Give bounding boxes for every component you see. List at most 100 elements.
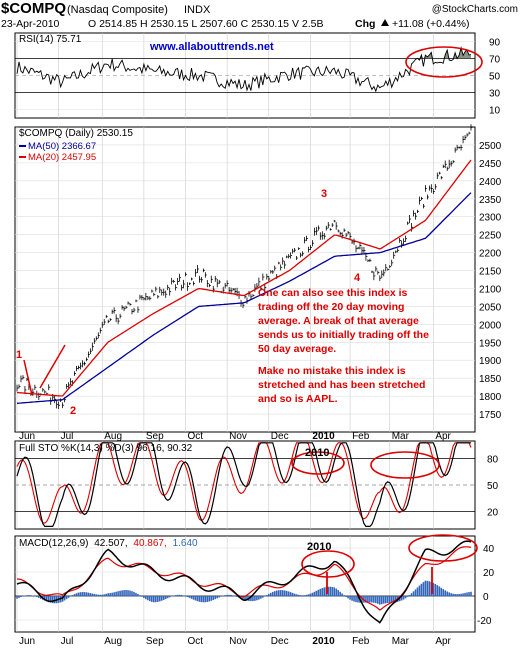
macd-histogram-bar	[67, 596, 70, 598]
macd-histogram-bar	[89, 593, 92, 597]
macd-histogram-bar	[438, 586, 441, 597]
macd-histogram-bar	[131, 591, 133, 597]
price-x-label: Nov	[229, 431, 247, 442]
price-tick-label: 2300	[479, 213, 502, 224]
source-label: @StockCharts.com	[432, 4, 518, 15]
annotation-2-line-3: and so is AAPL.	[258, 393, 338, 405]
macd-histogram-bar	[275, 590, 278, 597]
wave-line-a	[23, 359, 33, 396]
macd-histogram-bar	[299, 595, 302, 597]
price-x-label: Apr	[435, 431, 451, 442]
macd-histogram-bar	[444, 590, 447, 597]
macd-histogram-bar	[293, 593, 296, 597]
macd-value-1: 42.507,	[94, 538, 127, 549]
macd-histogram-bar	[143, 596, 145, 599]
macd-histogram-bar	[252, 596, 254, 602]
price-tick-label: 2050	[479, 302, 502, 313]
macd-histogram-bar	[442, 589, 445, 597]
macd-histogram-bar	[121, 590, 123, 597]
macd-histogram-bar	[345, 596, 347, 597]
macd-histogram-bar	[151, 596, 153, 602]
macd-histogram-bar	[335, 588, 337, 597]
macd-histogram-bar	[79, 592, 82, 597]
macd-histogram-bar	[414, 589, 417, 597]
rsi-label: RSI(14) 75.71	[19, 34, 82, 45]
up-triangle-icon	[381, 19, 389, 26]
macd-histogram-bar	[307, 594, 310, 597]
macd-histogram-bar	[182, 595, 185, 597]
price-x-label: Dec	[271, 431, 289, 442]
price-x-label: Oct	[188, 431, 204, 442]
macd-histogram-bar	[464, 592, 466, 597]
macd-histogram-bar	[91, 593, 94, 597]
annotation-1-line-2: trading off the 20 day moving	[258, 301, 404, 313]
macd-panel-frame	[14, 535, 476, 633]
macd-histogram-bar	[357, 596, 359, 603]
macd-histogram-bar	[226, 594, 228, 597]
sto-highlight-ellipse-2	[370, 451, 440, 479]
change-label: Chg	[355, 18, 375, 30]
macd-histogram-bar	[141, 596, 143, 597]
macd-histogram-bar	[432, 582, 435, 597]
macd-histogram-bar	[206, 596, 209, 602]
macd-histogram-bar	[454, 594, 456, 597]
macd-histogram-bar	[323, 587, 326, 597]
macd-histogram-bar	[466, 592, 468, 597]
macd-histogram-bar	[154, 596, 157, 603]
bottom-x-label: Mar	[392, 636, 410, 647]
macd-histogram-bar	[47, 596, 50, 603]
macd-histogram-bar	[115, 591, 117, 597]
macd-histogram-bar	[355, 596, 357, 603]
macd-histogram-bar	[224, 595, 226, 597]
macd-histogram-bar	[458, 594, 460, 597]
macd-histogram-bar	[440, 587, 443, 597]
macd-histogram-bar	[186, 596, 189, 598]
macd-histogram-bar	[220, 596, 223, 597]
macd-histogram-bar	[240, 596, 242, 599]
macd-histogram-bar	[81, 592, 84, 597]
macd-histogram-bar	[361, 596, 363, 603]
macd-histogram-bar	[365, 596, 367, 603]
price-tick-label: 1800	[479, 392, 502, 403]
macd-year-label: 2010	[307, 541, 331, 553]
macd-histogram-bar	[105, 593, 108, 597]
macd-histogram-bar	[228, 594, 230, 597]
macd-histogram-bar	[450, 593, 452, 597]
date-label: 23-Apr-2010	[1, 18, 60, 30]
macd-histogram-bar	[295, 594, 298, 597]
macd-histogram-bar	[448, 592, 450, 597]
macd-histogram-bar	[333, 587, 336, 597]
macd-histogram-bar	[87, 592, 90, 597]
macd-histogram-bar	[319, 588, 322, 597]
rsi-tick-label: 90	[489, 38, 501, 49]
bottom-x-label: Dec	[271, 636, 289, 647]
symbol-title: $COMPQ	[1, 0, 66, 17]
price-x-label: Jun	[19, 431, 35, 442]
price-x-label: Aug	[104, 431, 122, 442]
price-x-label: Sep	[146, 431, 164, 442]
macd-histogram-bar	[137, 593, 139, 597]
macd-histogram-bar	[400, 596, 403, 601]
macd-histogram-bar	[113, 592, 115, 597]
rsi-highlight-ellipse	[405, 46, 483, 78]
macd-histogram-bar	[246, 596, 248, 601]
macd-highlight-ellipse-1	[301, 550, 355, 578]
macd-histogram-bar	[264, 596, 266, 597]
macd-histogram-bar	[192, 596, 195, 600]
quote-line: O 2514.85 H 2530.15 L 2507.60 C 2530.15 …	[88, 18, 323, 30]
macd-histogram-bar	[410, 593, 413, 597]
macd-histogram-bar	[127, 590, 129, 597]
macd-histogram-bar	[375, 596, 377, 604]
macd-histogram-bar	[331, 586, 334, 597]
price-tick-label: 1850	[479, 374, 502, 385]
macd-histogram-bar	[236, 596, 238, 597]
macd-histogram-bar	[470, 591, 472, 597]
macd-histogram-bar	[303, 595, 306, 597]
ma50-line	[16, 192, 472, 404]
macd-histogram-bar	[273, 591, 276, 597]
macd-histogram-bar	[329, 586, 332, 597]
macd-histogram-bar	[133, 591, 135, 597]
macd-histogram-bar	[258, 596, 260, 600]
sto-tick-label: 20	[487, 507, 499, 518]
macd-histogram-bar	[347, 596, 349, 599]
